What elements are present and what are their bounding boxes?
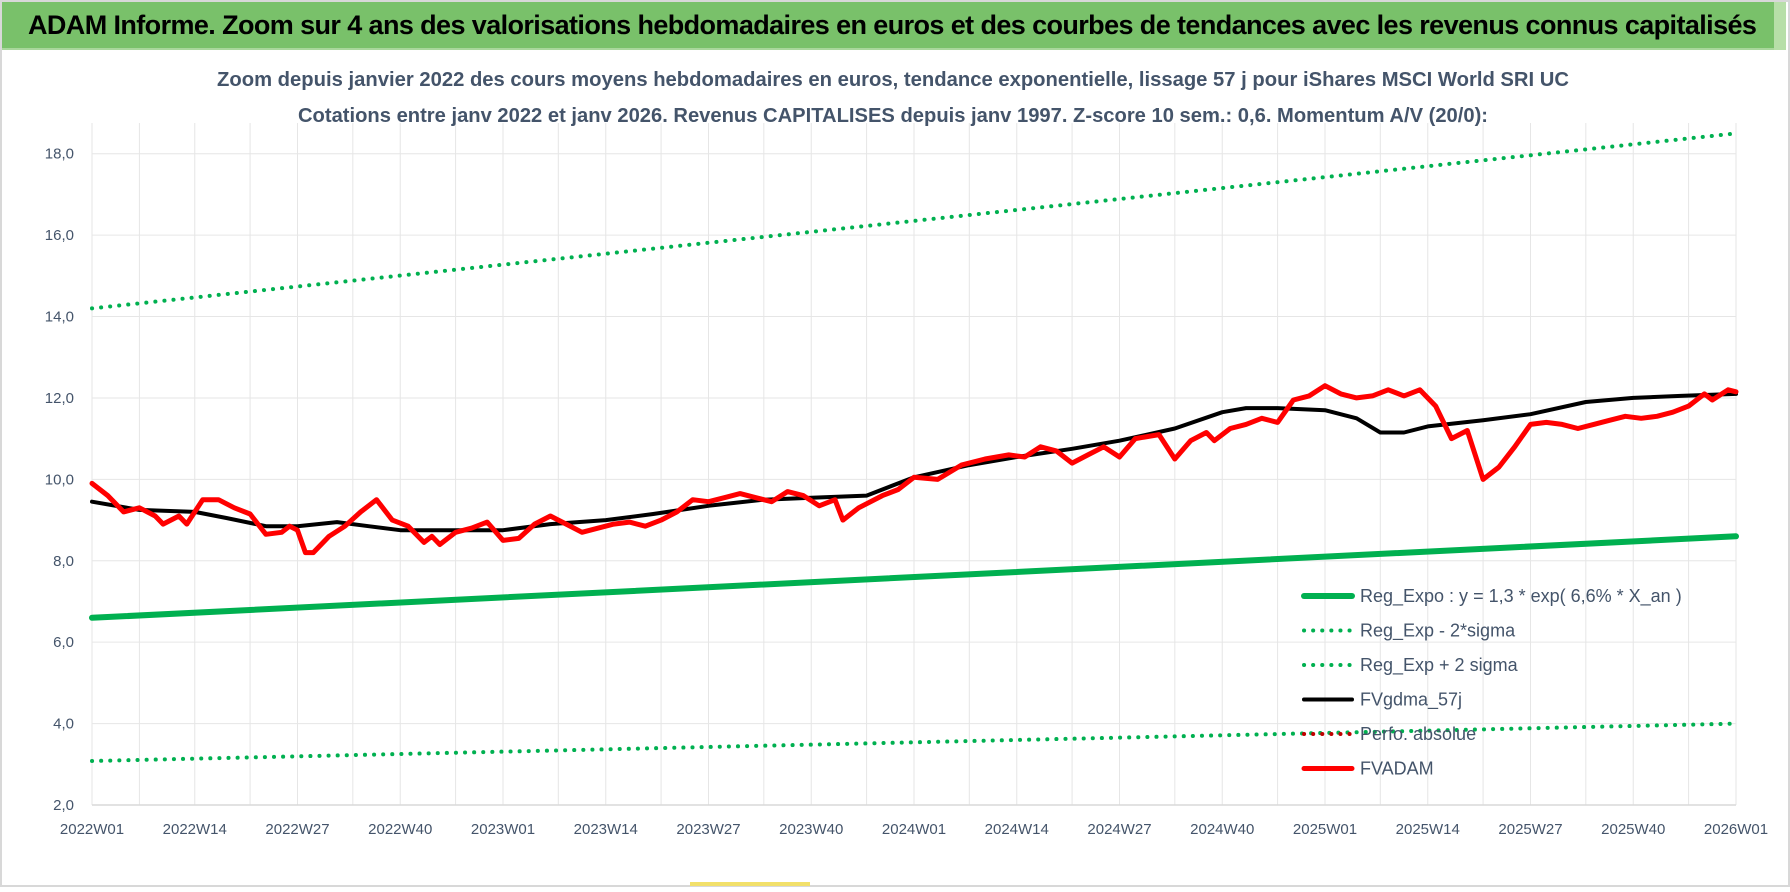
banner-edge — [1774, 2, 1786, 50]
series-line-2 — [90, 131, 1738, 311]
legend-label: FVgdma_57j — [1360, 690, 1462, 711]
y-tick-label: 12,0 — [45, 390, 74, 407]
y-tick-label: 16,0 — [45, 227, 74, 244]
y-tick-label: 2,0 — [53, 797, 74, 814]
line-chart: 2,0 4,0 6,0 8,0 10,0 12,0 14,0 16,0 18,0 2022W01… — [45, 68, 1768, 838]
x-tick-label: 2023W14 — [574, 821, 638, 838]
bottom-marker — [690, 882, 810, 886]
series-line-5 — [89, 383, 1739, 556]
y-tick-label: 14,0 — [45, 309, 74, 326]
x-tick-label: 2022W14 — [163, 821, 227, 838]
y-tick-label: 8,0 — [53, 553, 74, 570]
x-tick-labels: 2022W01 2022W14 2022W27 2022W40 2023W01 2023W… — [60, 821, 1768, 838]
legend-label: Reg_Exp - 2*sigma — [1360, 621, 1516, 642]
y-tick-label: 18,0 — [45, 146, 74, 163]
x-tick-label: 2025W40 — [1601, 821, 1665, 838]
x-tick-label: 2025W14 — [1396, 821, 1460, 838]
legend-label: Perfo. absolue — [1360, 724, 1476, 744]
x-tick-label: 2024W14 — [985, 821, 1049, 838]
series-line-0 — [89, 533, 1739, 621]
y-tick-label: 6,0 — [53, 634, 74, 651]
x-tick-label: 2023W40 — [779, 821, 843, 838]
x-tick-label: 2025W01 — [1293, 821, 1357, 838]
x-tick-label: 2024W40 — [1190, 821, 1254, 838]
series — [89, 131, 1739, 763]
x-tick-label: 2024W27 — [1087, 821, 1151, 838]
legend: Reg_Expo : y = 1,3 * exp( 6,6% * X_an ) R… — [1301, 586, 1682, 779]
x-tick-label: 2025W27 — [1498, 821, 1562, 838]
x-tick-label: 2023W01 — [471, 821, 535, 838]
chart-subtitle: Cotations entre janv 2022 et janv 2026. … — [298, 104, 1488, 127]
y-tick-label: 4,0 — [53, 716, 74, 733]
chart-area: 2,0 4,0 6,0 8,0 10,0 12,0 14,0 16,0 18,0 2022W01… — [0, 52, 1790, 887]
legend-label: Reg_Exp + 2 sigma — [1360, 655, 1519, 676]
y-tick-labels: 2,0 4,0 6,0 8,0 10,0 12,0 14,0 16,0 18,0 — [45, 146, 74, 814]
x-tick-label: 2023W27 — [676, 821, 740, 838]
series-line-1 — [90, 721, 1738, 763]
x-tick-label: 2022W40 — [368, 821, 432, 838]
x-tick-label: 2022W01 — [60, 821, 124, 838]
chart-title: Zoom depuis janvier 2022 des cours moyen… — [217, 68, 1569, 91]
gridlines — [91, 123, 1737, 806]
legend-label: FVADAM — [1360, 759, 1434, 779]
x-tick-label: 2026W01 — [1704, 821, 1768, 838]
series-line-3 — [90, 391, 1738, 533]
legend-label: Reg_Expo : y = 1,3 * exp( 6,6% * X_an ) — [1360, 586, 1682, 607]
x-tick-label: 2022W27 — [265, 821, 329, 838]
y-tick-label: 10,0 — [45, 471, 74, 488]
x-tick-label: 2024W01 — [882, 821, 946, 838]
report-banner: ADAM Informe. Zoom sur 4 ans des valoris… — [2, 2, 1774, 50]
banner-title: ADAM Informe. Zoom sur 4 ans des valoris… — [28, 9, 1757, 40]
